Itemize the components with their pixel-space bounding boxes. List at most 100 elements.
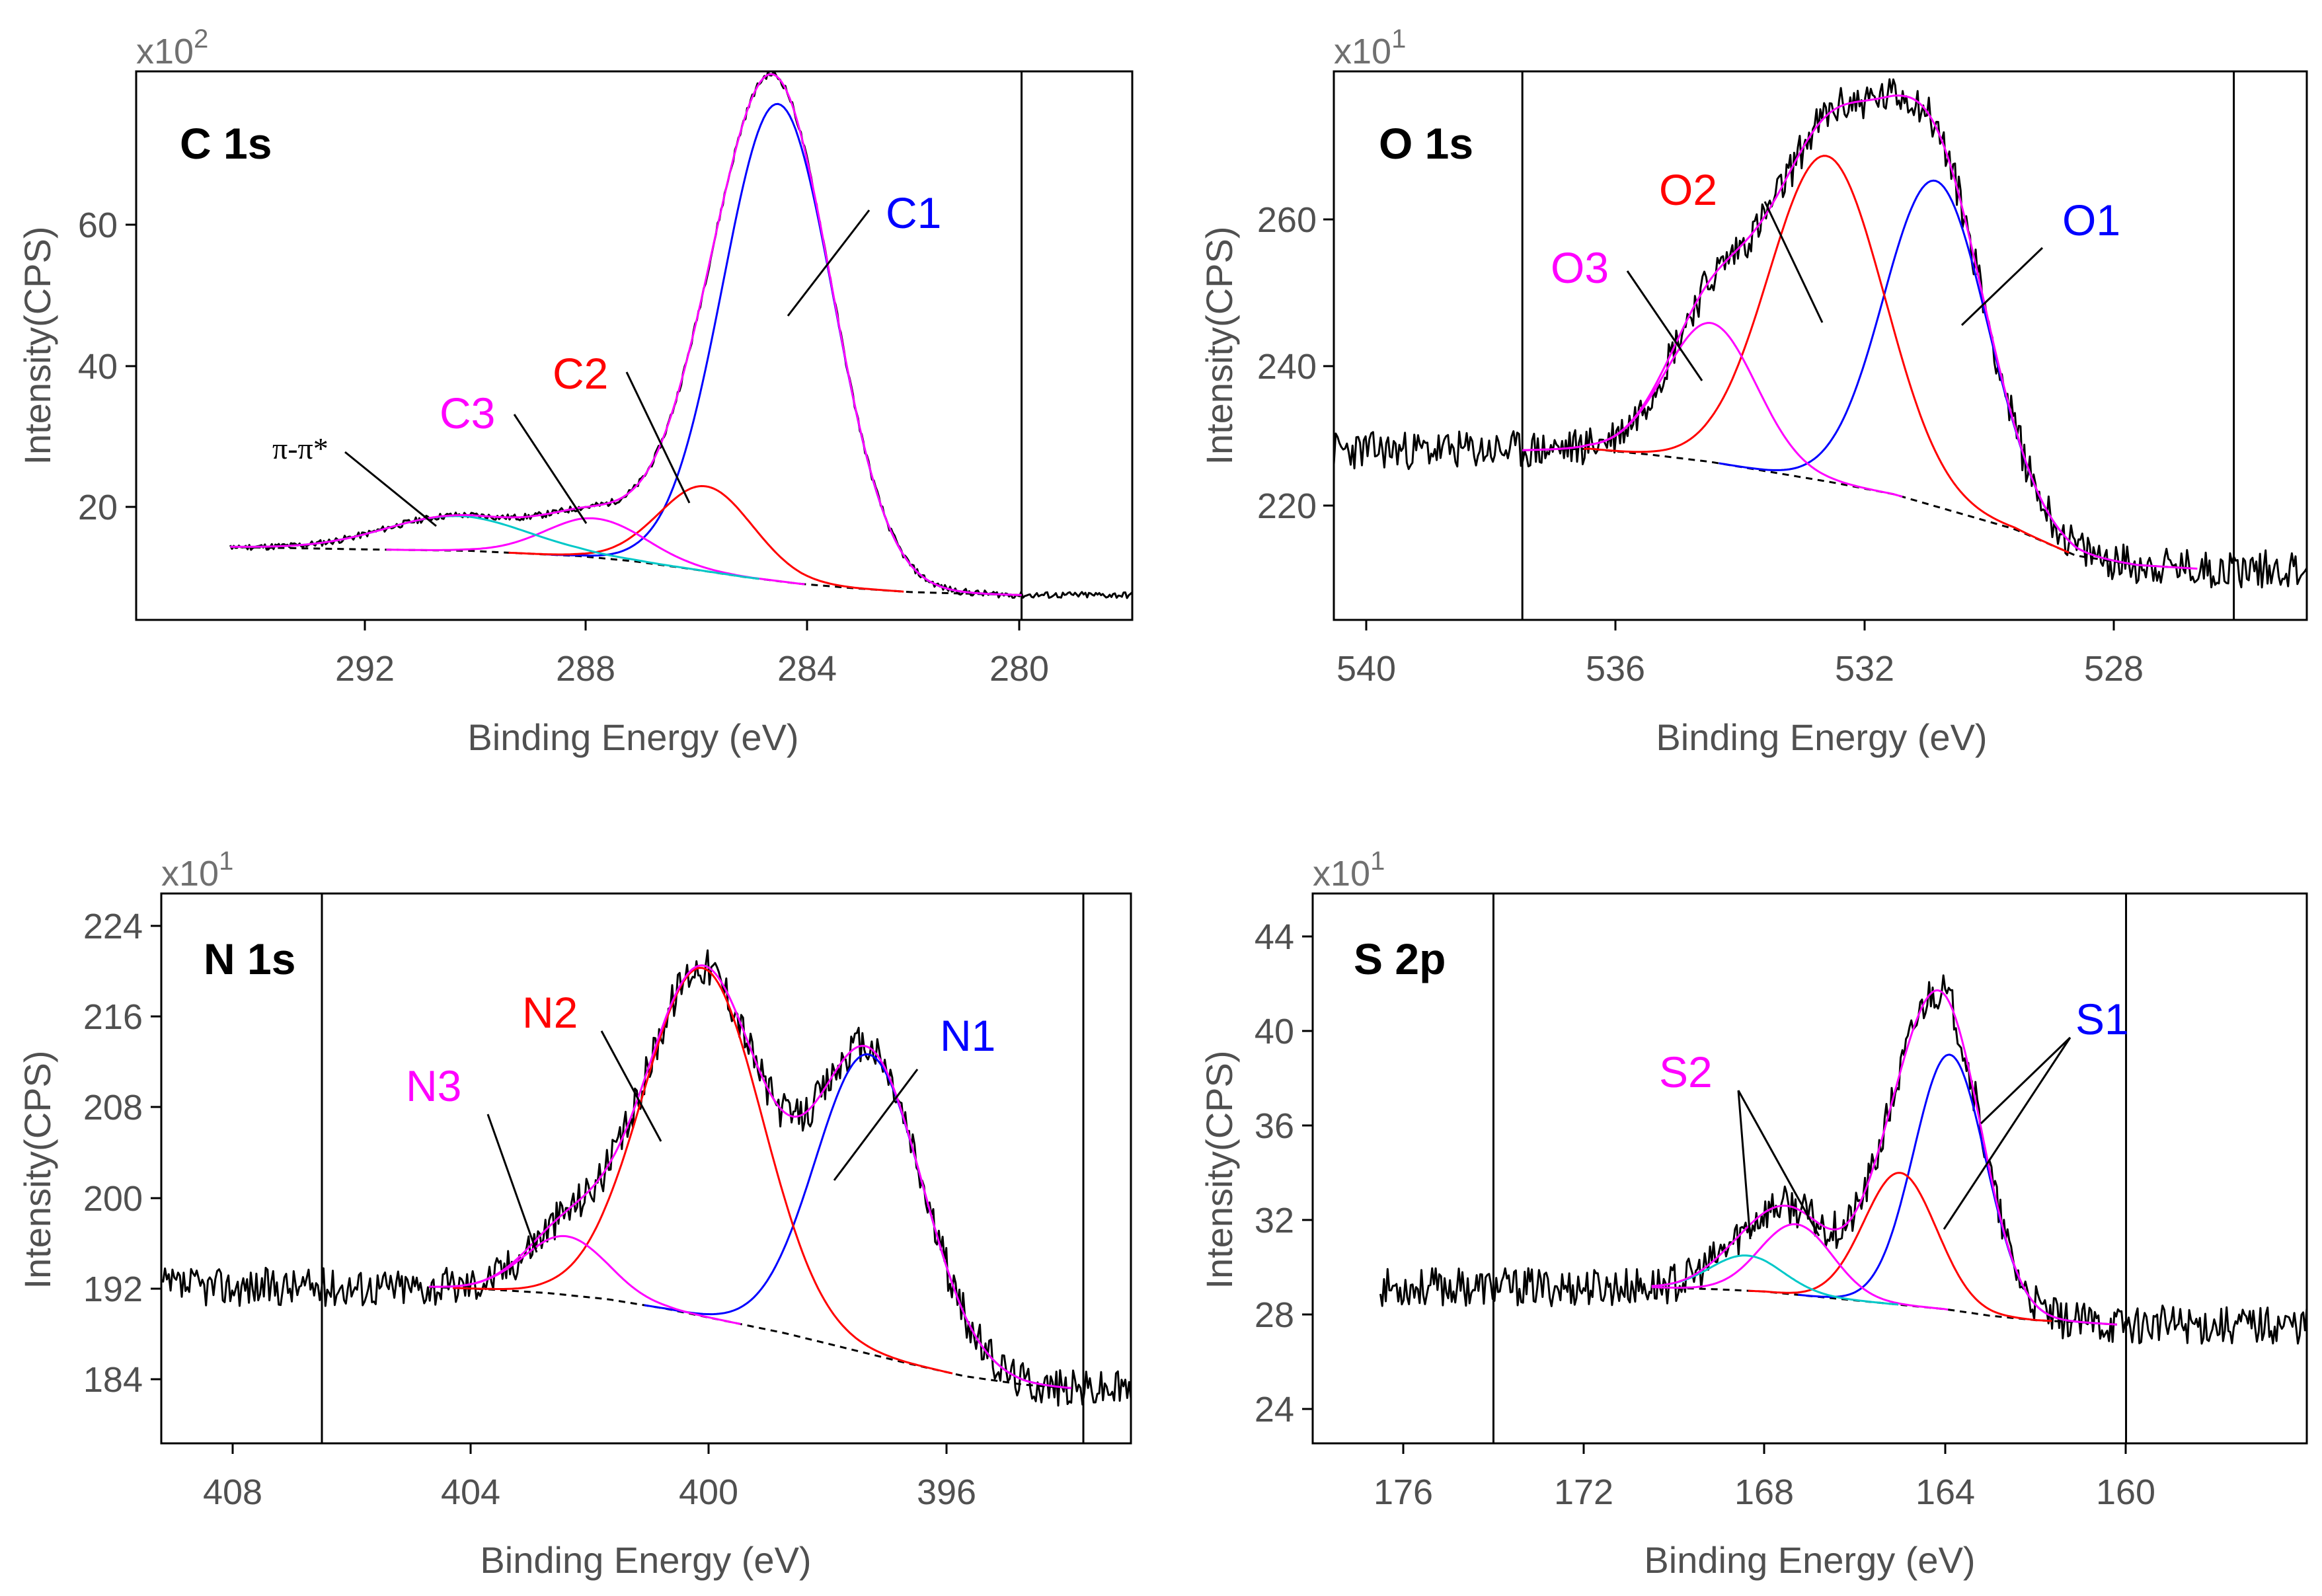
panel-n1s: 408 404 400 396 184 192 200 208 216 224 … bbox=[17, 847, 1132, 1581]
plot-frame bbox=[1311, 892, 2308, 1445]
measured-spectrum bbox=[1333, 78, 2308, 589]
y-axis-title: Intensity(CPS) bbox=[17, 227, 58, 465]
peak-label-n1: N1 bbox=[940, 1011, 995, 1060]
annotation-o3: O3 bbox=[1551, 243, 1703, 381]
leader-line bbox=[1737, 1090, 1752, 1240]
y-tick-label: 260 bbox=[1257, 200, 1317, 240]
leader-line bbox=[625, 371, 691, 504]
mult-exp: 2 bbox=[194, 24, 208, 54]
y-axis-title: Intensity(CPS) bbox=[1198, 227, 1240, 465]
leader-line bbox=[600, 1030, 662, 1142]
y-tick-label: 208 bbox=[83, 1088, 143, 1127]
peak-label-o1: O1 bbox=[2062, 196, 2120, 245]
plot-frame bbox=[160, 892, 1132, 1445]
annotation-o2: O2 bbox=[1659, 165, 1824, 323]
mult-base: x10 bbox=[161, 854, 219, 893]
measured-spectrum bbox=[1379, 974, 2308, 1345]
peak-label-n3: N3 bbox=[406, 1061, 461, 1110]
panel-title: C 1s bbox=[180, 119, 272, 168]
plot-area bbox=[229, 71, 1134, 620]
peak-label-n2: N2 bbox=[522, 988, 578, 1037]
x-tick-label: 164 bbox=[1916, 1472, 1975, 1512]
panel-o1s: 540 536 532 528 220 240 260 Binding Ener… bbox=[1198, 24, 2308, 758]
x-tick-label: 536 bbox=[1586, 649, 1645, 689]
annotation-s1: S1 bbox=[1943, 995, 2129, 1230]
x-tick-label: 172 bbox=[1554, 1472, 1613, 1512]
peak-label-o3: O3 bbox=[1551, 243, 1609, 292]
y-multiplier: x101 bbox=[1313, 847, 1385, 893]
panel-title: O 1s bbox=[1379, 119, 1473, 168]
y-tick-label: 20 bbox=[78, 488, 118, 527]
fit-envelope bbox=[1522, 95, 2198, 570]
x-tick-label: 168 bbox=[1734, 1472, 1794, 1512]
y-tick-label: 32 bbox=[1255, 1201, 1294, 1240]
mult-exp: 1 bbox=[219, 847, 233, 876]
baseline bbox=[1522, 447, 2198, 570]
x-axis-title: Binding Energy (eV) bbox=[1656, 716, 1987, 758]
fit-component-C2 bbox=[508, 485, 904, 593]
fit-component-S2 bbox=[1651, 1254, 1899, 1306]
y-tick-label: 224 bbox=[83, 907, 143, 946]
peak-label-s2: S2 bbox=[1659, 1047, 1713, 1096]
mult-base: x10 bbox=[136, 32, 194, 71]
panel-s2p: 176 172 168 164 160 24 28 32 36 40 44 Bi… bbox=[1198, 847, 2308, 1581]
y-multiplier: x101 bbox=[161, 847, 233, 893]
axis-ticks bbox=[1302, 935, 2127, 1454]
panel-title: S 2p bbox=[1354, 934, 1446, 983]
x-tick-label: 408 bbox=[203, 1472, 262, 1512]
axis-ticks bbox=[151, 925, 948, 1454]
x-tick-label: 404 bbox=[441, 1472, 500, 1512]
annotation-n2: N2 bbox=[522, 988, 662, 1142]
y-tick-label: 220 bbox=[1257, 486, 1317, 526]
annotation-c2: C2 bbox=[553, 349, 691, 504]
annotation-n1: N1 bbox=[833, 1011, 995, 1181]
leader-line bbox=[833, 1069, 919, 1181]
fit-envelope bbox=[230, 73, 1022, 596]
plot-frame bbox=[1333, 70, 2308, 621]
x-tick-label: 396 bbox=[917, 1472, 976, 1512]
fit-envelope bbox=[1651, 989, 2118, 1326]
y-tick-label: 240 bbox=[1257, 347, 1317, 387]
annotation-c1: C1 bbox=[787, 188, 941, 317]
y-axis-title: Intensity(CPS) bbox=[17, 1051, 58, 1289]
y-tick-label: 60 bbox=[78, 206, 118, 245]
y-multiplier: x102 bbox=[136, 24, 208, 71]
y-tick-label: 200 bbox=[83, 1179, 143, 1219]
x-tick-label: 284 bbox=[777, 649, 837, 689]
mult-exp: 1 bbox=[1391, 24, 1406, 54]
y-multiplier: x101 bbox=[1334, 24, 1406, 71]
x-tick-label: 176 bbox=[1374, 1472, 1433, 1512]
leader-line bbox=[787, 209, 871, 317]
axis-ticks bbox=[126, 223, 1021, 630]
y-tick-label: 36 bbox=[1255, 1106, 1294, 1146]
peak-label-s1: S1 bbox=[2075, 995, 2129, 1044]
annotation-pi: π-π* bbox=[272, 432, 437, 527]
y-axis-title: Intensity(CPS) bbox=[1198, 1051, 1240, 1289]
panel-title: N 1s bbox=[204, 934, 295, 983]
leader-line bbox=[1943, 1037, 2071, 1230]
y-tick-label: 40 bbox=[1255, 1012, 1294, 1051]
leader-line bbox=[486, 1114, 538, 1253]
peak-label-c2: C2 bbox=[553, 349, 608, 398]
x-tick-label: 540 bbox=[1336, 649, 1396, 689]
fit-component-S1 bbox=[1748, 1172, 2052, 1322]
x-tick-label: 400 bbox=[679, 1472, 738, 1512]
plot-area bbox=[1333, 71, 2308, 620]
leader-line bbox=[344, 451, 437, 527]
leader-line bbox=[513, 414, 588, 524]
leader-line bbox=[1763, 201, 1824, 323]
leader-line bbox=[1626, 270, 1703, 381]
mult-exp: 1 bbox=[1370, 847, 1385, 876]
x-tick-label: 532 bbox=[1835, 649, 1894, 689]
x-tick-label: 160 bbox=[2096, 1472, 2155, 1512]
x-tick-label: 288 bbox=[556, 649, 615, 689]
peak-label-c3: C3 bbox=[440, 389, 495, 437]
y-tick-label: 40 bbox=[78, 347, 118, 387]
y-tick-label: 44 bbox=[1255, 917, 1294, 957]
fit-component-O2 bbox=[1584, 155, 2070, 554]
axis-ticks bbox=[1323, 218, 2115, 630]
y-tick-label: 216 bbox=[83, 997, 143, 1037]
measured-spectrum bbox=[160, 949, 1132, 1407]
x-tick-label: 292 bbox=[335, 649, 395, 689]
